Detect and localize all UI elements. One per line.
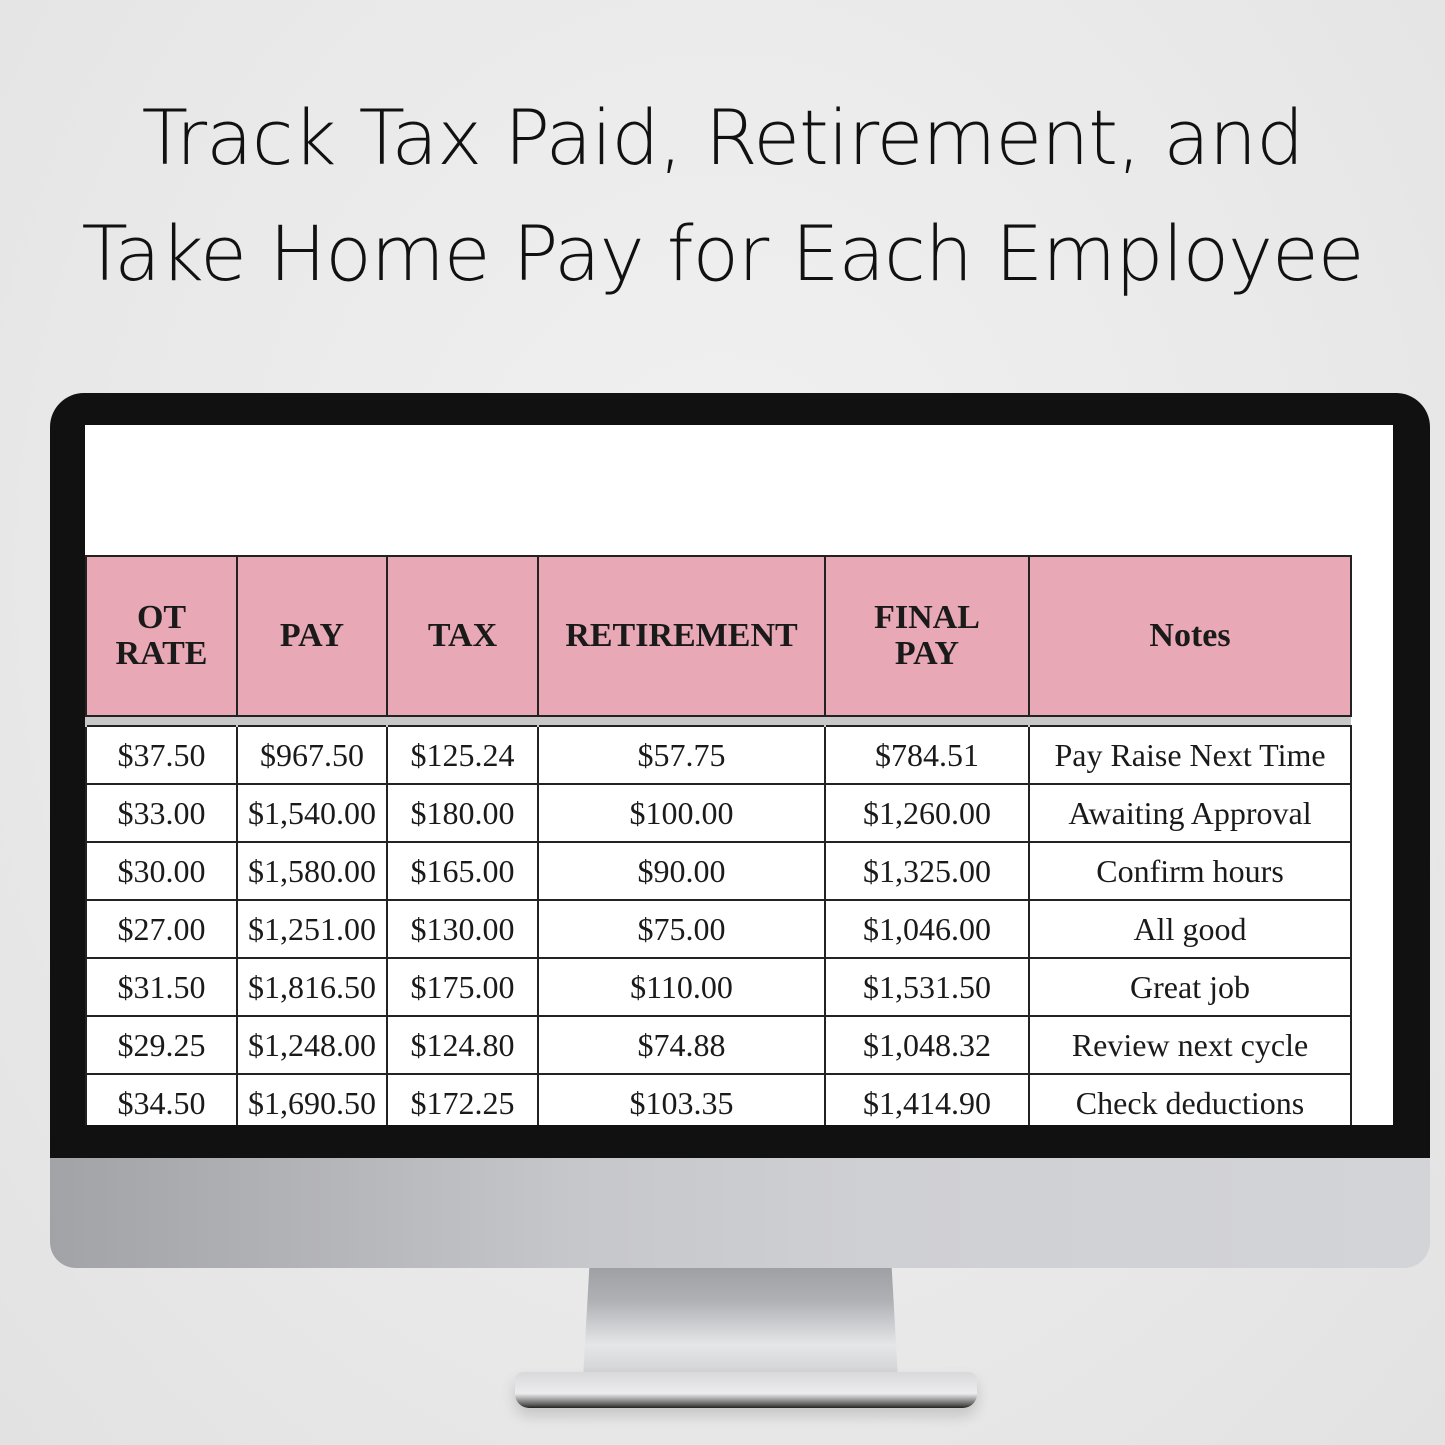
cell-ot-rate[interactable]: $29.25	[85, 1015, 238, 1075]
cell-pay[interactable]: $967.50	[236, 725, 388, 785]
cell-notes[interactable]: Great job	[1028, 957, 1352, 1017]
cell-ot-rate[interactable]: $37.50	[85, 725, 238, 785]
cell-final-pay[interactable]: $1,046.00	[824, 899, 1030, 959]
cell-final-pay[interactable]: $1,414.90	[824, 1073, 1030, 1125]
column-header-ot-rate[interactable]: OT RATE	[85, 555, 238, 717]
headline-line-1: Track Tax Paid, Retirement, and	[141, 93, 1305, 182]
column-header-final-pay[interactable]: FINAL PAY	[824, 555, 1030, 717]
column-header-retirement[interactable]: RETIREMENT	[537, 555, 826, 717]
monitor-stand-neck	[583, 1268, 898, 1378]
cell-final-pay[interactable]: $1,531.50	[824, 957, 1030, 1017]
table-row: $34.50 $1,690.50 $172.25 $103.35 $1,414.90 Ch…	[85, 1073, 1352, 1125]
divider-cell	[824, 716, 1029, 726]
cell-ot-rate[interactable]: $31.50	[85, 957, 238, 1017]
table-row: $33.00 $1,540.00 $180.00 $100.00 $1,260.00 Aw…	[85, 783, 1352, 843]
cell-final-pay[interactable]: $1,048.32	[824, 1015, 1030, 1075]
cell-pay[interactable]: $1,248.00	[236, 1015, 388, 1075]
cell-ot-rate[interactable]: $30.00	[85, 841, 238, 901]
cell-retirement[interactable]: $110.00	[537, 957, 826, 1017]
cell-tax[interactable]: $165.00	[386, 841, 539, 901]
cell-pay[interactable]: $1,816.50	[236, 957, 388, 1017]
cell-notes[interactable]: Confirm hours	[1028, 841, 1352, 901]
divider-cell	[1028, 716, 1351, 726]
monitor-stand-base	[515, 1372, 977, 1408]
cell-retirement[interactable]: $90.00	[537, 841, 826, 901]
cell-pay[interactable]: $1,540.00	[236, 783, 388, 843]
monitor-chin	[50, 1158, 1430, 1268]
cell-pay[interactable]: $1,690.50	[236, 1073, 388, 1125]
column-header-tax[interactable]: TAX	[386, 555, 539, 717]
cell-notes[interactable]: Awaiting Approval	[1028, 783, 1352, 843]
table-row: $30.00 $1,580.00 $165.00 $90.00 $1,325.00 Con…	[85, 841, 1352, 901]
cell-tax[interactable]: $130.00	[386, 899, 539, 959]
table-row: $37.50 $967.50 $125.24 $57.75 $784.51 Pay Rai…	[85, 725, 1352, 785]
table-row: $29.25 $1,248.00 $124.80 $74.88 $1,048.32 Rev…	[85, 1015, 1352, 1075]
cell-notes[interactable]: All good	[1028, 899, 1352, 959]
divider-cell	[236, 716, 387, 726]
cell-tax[interactable]: $180.00	[386, 783, 539, 843]
column-header-notes[interactable]: Notes	[1028, 555, 1352, 717]
divider-cell	[85, 716, 237, 726]
divider-cell	[386, 716, 538, 726]
header-divider	[85, 716, 1351, 726]
cell-retirement[interactable]: $100.00	[537, 783, 826, 843]
divider-cell	[537, 716, 825, 726]
cell-notes[interactable]: Pay Raise Next Time	[1028, 725, 1352, 785]
cell-notes[interactable]: Review next cycle	[1028, 1015, 1352, 1075]
cell-tax[interactable]: $124.80	[386, 1015, 539, 1075]
cell-ot-rate[interactable]: $33.00	[85, 783, 238, 843]
cell-notes[interactable]: Check deductions	[1028, 1073, 1352, 1125]
table-row: $27.00 $1,251.00 $130.00 $75.00 $1,046.00 All…	[85, 899, 1352, 959]
cell-pay[interactable]: $1,580.00	[236, 841, 388, 901]
cell-ot-rate[interactable]: $27.00	[85, 899, 238, 959]
column-header-pay[interactable]: PAY	[236, 555, 388, 717]
cell-retirement[interactable]: $57.75	[537, 725, 826, 785]
headline-line-2: Take Home Pay for Each Employee	[81, 209, 1364, 298]
cell-pay[interactable]: $1,251.00	[236, 899, 388, 959]
cell-final-pay[interactable]: $1,260.00	[824, 783, 1030, 843]
cell-final-pay[interactable]: $1,325.00	[824, 841, 1030, 901]
table-row: $31.50 $1,816.50 $175.00 $110.00 $1,531.50 Gr…	[85, 957, 1352, 1017]
cell-tax[interactable]: $172.25	[386, 1073, 539, 1125]
cell-final-pay[interactable]: $784.51	[824, 725, 1030, 785]
cell-retirement[interactable]: $75.00	[537, 899, 826, 959]
cell-retirement[interactable]: $74.88	[537, 1015, 826, 1075]
cell-retirement[interactable]: $103.35	[537, 1073, 826, 1125]
cell-ot-rate[interactable]: $34.50	[85, 1073, 238, 1125]
cell-tax[interactable]: $175.00	[386, 957, 539, 1017]
cell-tax[interactable]: $125.24	[386, 725, 539, 785]
